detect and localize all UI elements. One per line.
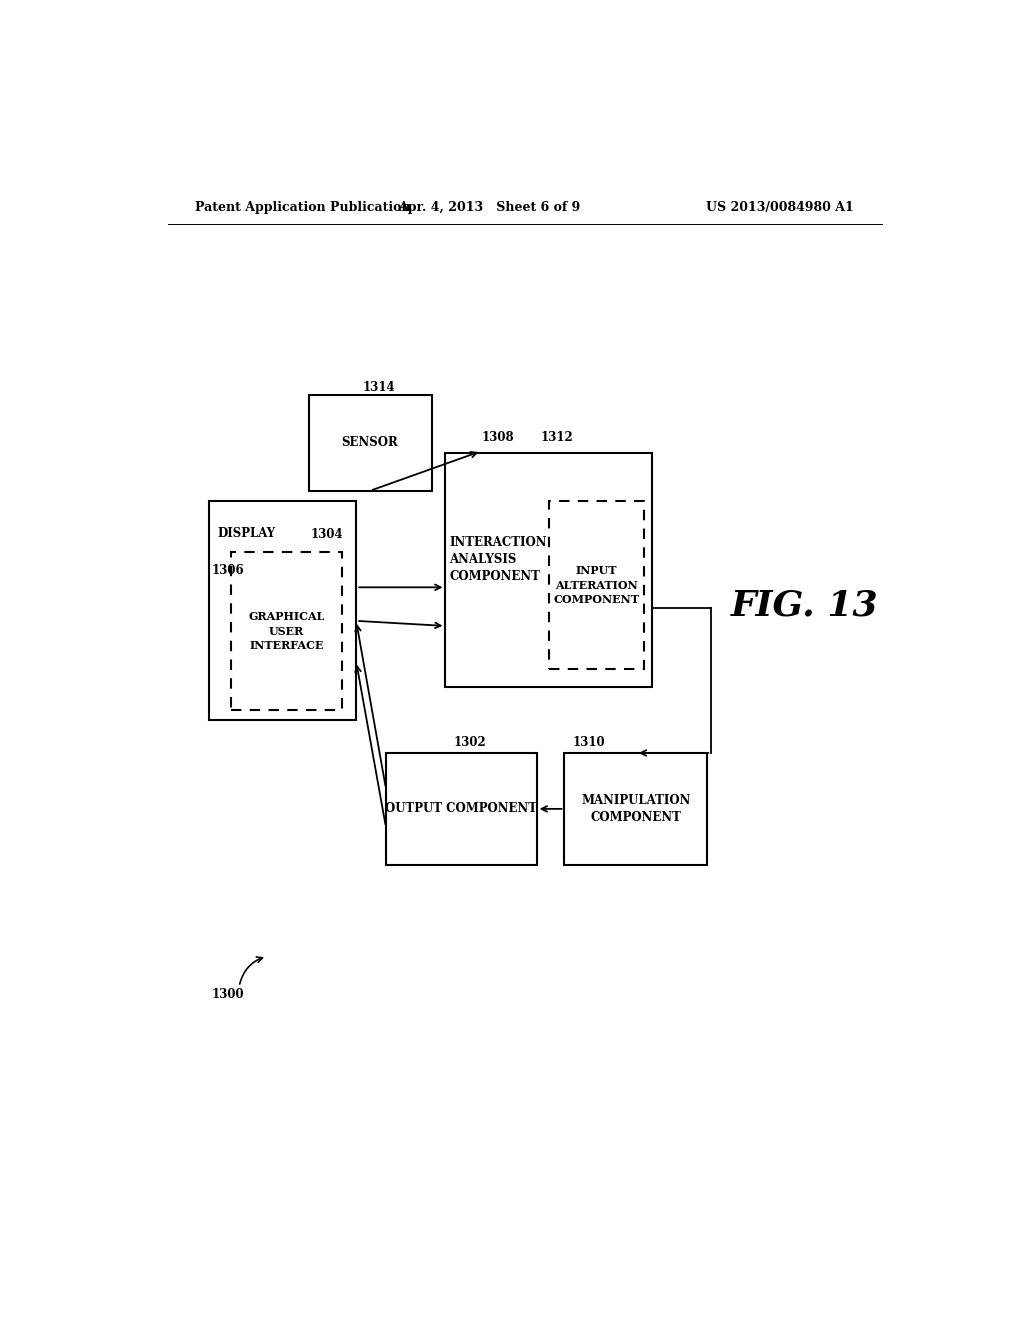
Text: 1306: 1306 — [211, 564, 244, 577]
Text: GRAPHICAL
USER
INTERFACE: GRAPHICAL USER INTERFACE — [249, 611, 325, 651]
Text: INTERACTION
ANALYSIS
COMPONENT: INTERACTION ANALYSIS COMPONENT — [450, 536, 547, 583]
Text: 1300: 1300 — [211, 989, 244, 1002]
Text: FIG. 13: FIG. 13 — [731, 589, 879, 623]
Text: MANIPULATION
COMPONENT: MANIPULATION COMPONENT — [582, 793, 690, 824]
Text: 1314: 1314 — [362, 380, 394, 393]
Text: SENSOR: SENSOR — [342, 437, 398, 450]
Text: Apr. 4, 2013   Sheet 6 of 9: Apr. 4, 2013 Sheet 6 of 9 — [398, 201, 581, 214]
Text: US 2013/0084980 A1: US 2013/0084980 A1 — [707, 201, 854, 214]
Text: DISPLAY: DISPLAY — [217, 527, 275, 540]
Text: 1312: 1312 — [541, 432, 573, 445]
Text: 1304: 1304 — [310, 528, 343, 541]
Text: 1310: 1310 — [572, 737, 605, 750]
Bar — [231, 552, 342, 710]
Bar — [549, 502, 644, 669]
Text: OUTPUT COMPONENT: OUTPUT COMPONENT — [385, 803, 538, 816]
Bar — [564, 752, 708, 865]
Bar — [209, 502, 356, 719]
Text: 1308: 1308 — [481, 432, 514, 445]
Text: INPUT
ALTERATION
COMPONENT: INPUT ALTERATION COMPONENT — [553, 565, 639, 606]
Text: 1302: 1302 — [454, 737, 486, 750]
Bar — [308, 395, 431, 491]
Text: Patent Application Publication: Patent Application Publication — [196, 201, 411, 214]
Bar — [445, 453, 652, 686]
Bar — [386, 752, 537, 865]
